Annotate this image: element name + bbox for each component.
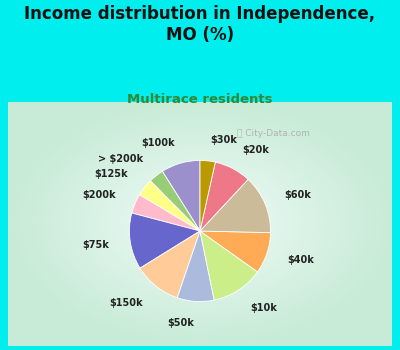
- Wedge shape: [140, 181, 200, 231]
- Text: $60k: $60k: [284, 190, 312, 201]
- Text: $125k: $125k: [94, 169, 128, 180]
- Wedge shape: [130, 213, 200, 268]
- Text: $50k: $50k: [167, 317, 194, 328]
- Text: $40k: $40k: [287, 255, 314, 265]
- Text: ⓘ City-Data.com: ⓘ City-Data.com: [237, 128, 310, 138]
- Text: $100k: $100k: [141, 138, 174, 148]
- Wedge shape: [200, 180, 270, 233]
- Wedge shape: [200, 231, 270, 272]
- Wedge shape: [140, 231, 200, 298]
- Text: $10k: $10k: [250, 303, 277, 313]
- Text: Income distribution in Independence,
MO (%): Income distribution in Independence, MO …: [24, 5, 376, 44]
- Text: $30k: $30k: [210, 135, 237, 145]
- Wedge shape: [162, 160, 200, 231]
- Text: $20k: $20k: [243, 145, 270, 155]
- Text: > $200k: > $200k: [98, 154, 143, 164]
- Wedge shape: [200, 160, 215, 231]
- Wedge shape: [177, 231, 214, 302]
- Wedge shape: [200, 231, 258, 300]
- Text: $200k: $200k: [82, 190, 116, 201]
- Text: $75k: $75k: [82, 239, 109, 250]
- Wedge shape: [150, 171, 200, 231]
- Wedge shape: [132, 195, 200, 231]
- Text: $150k: $150k: [109, 298, 143, 308]
- Wedge shape: [200, 162, 248, 231]
- Text: Multirace residents: Multirace residents: [127, 93, 273, 106]
